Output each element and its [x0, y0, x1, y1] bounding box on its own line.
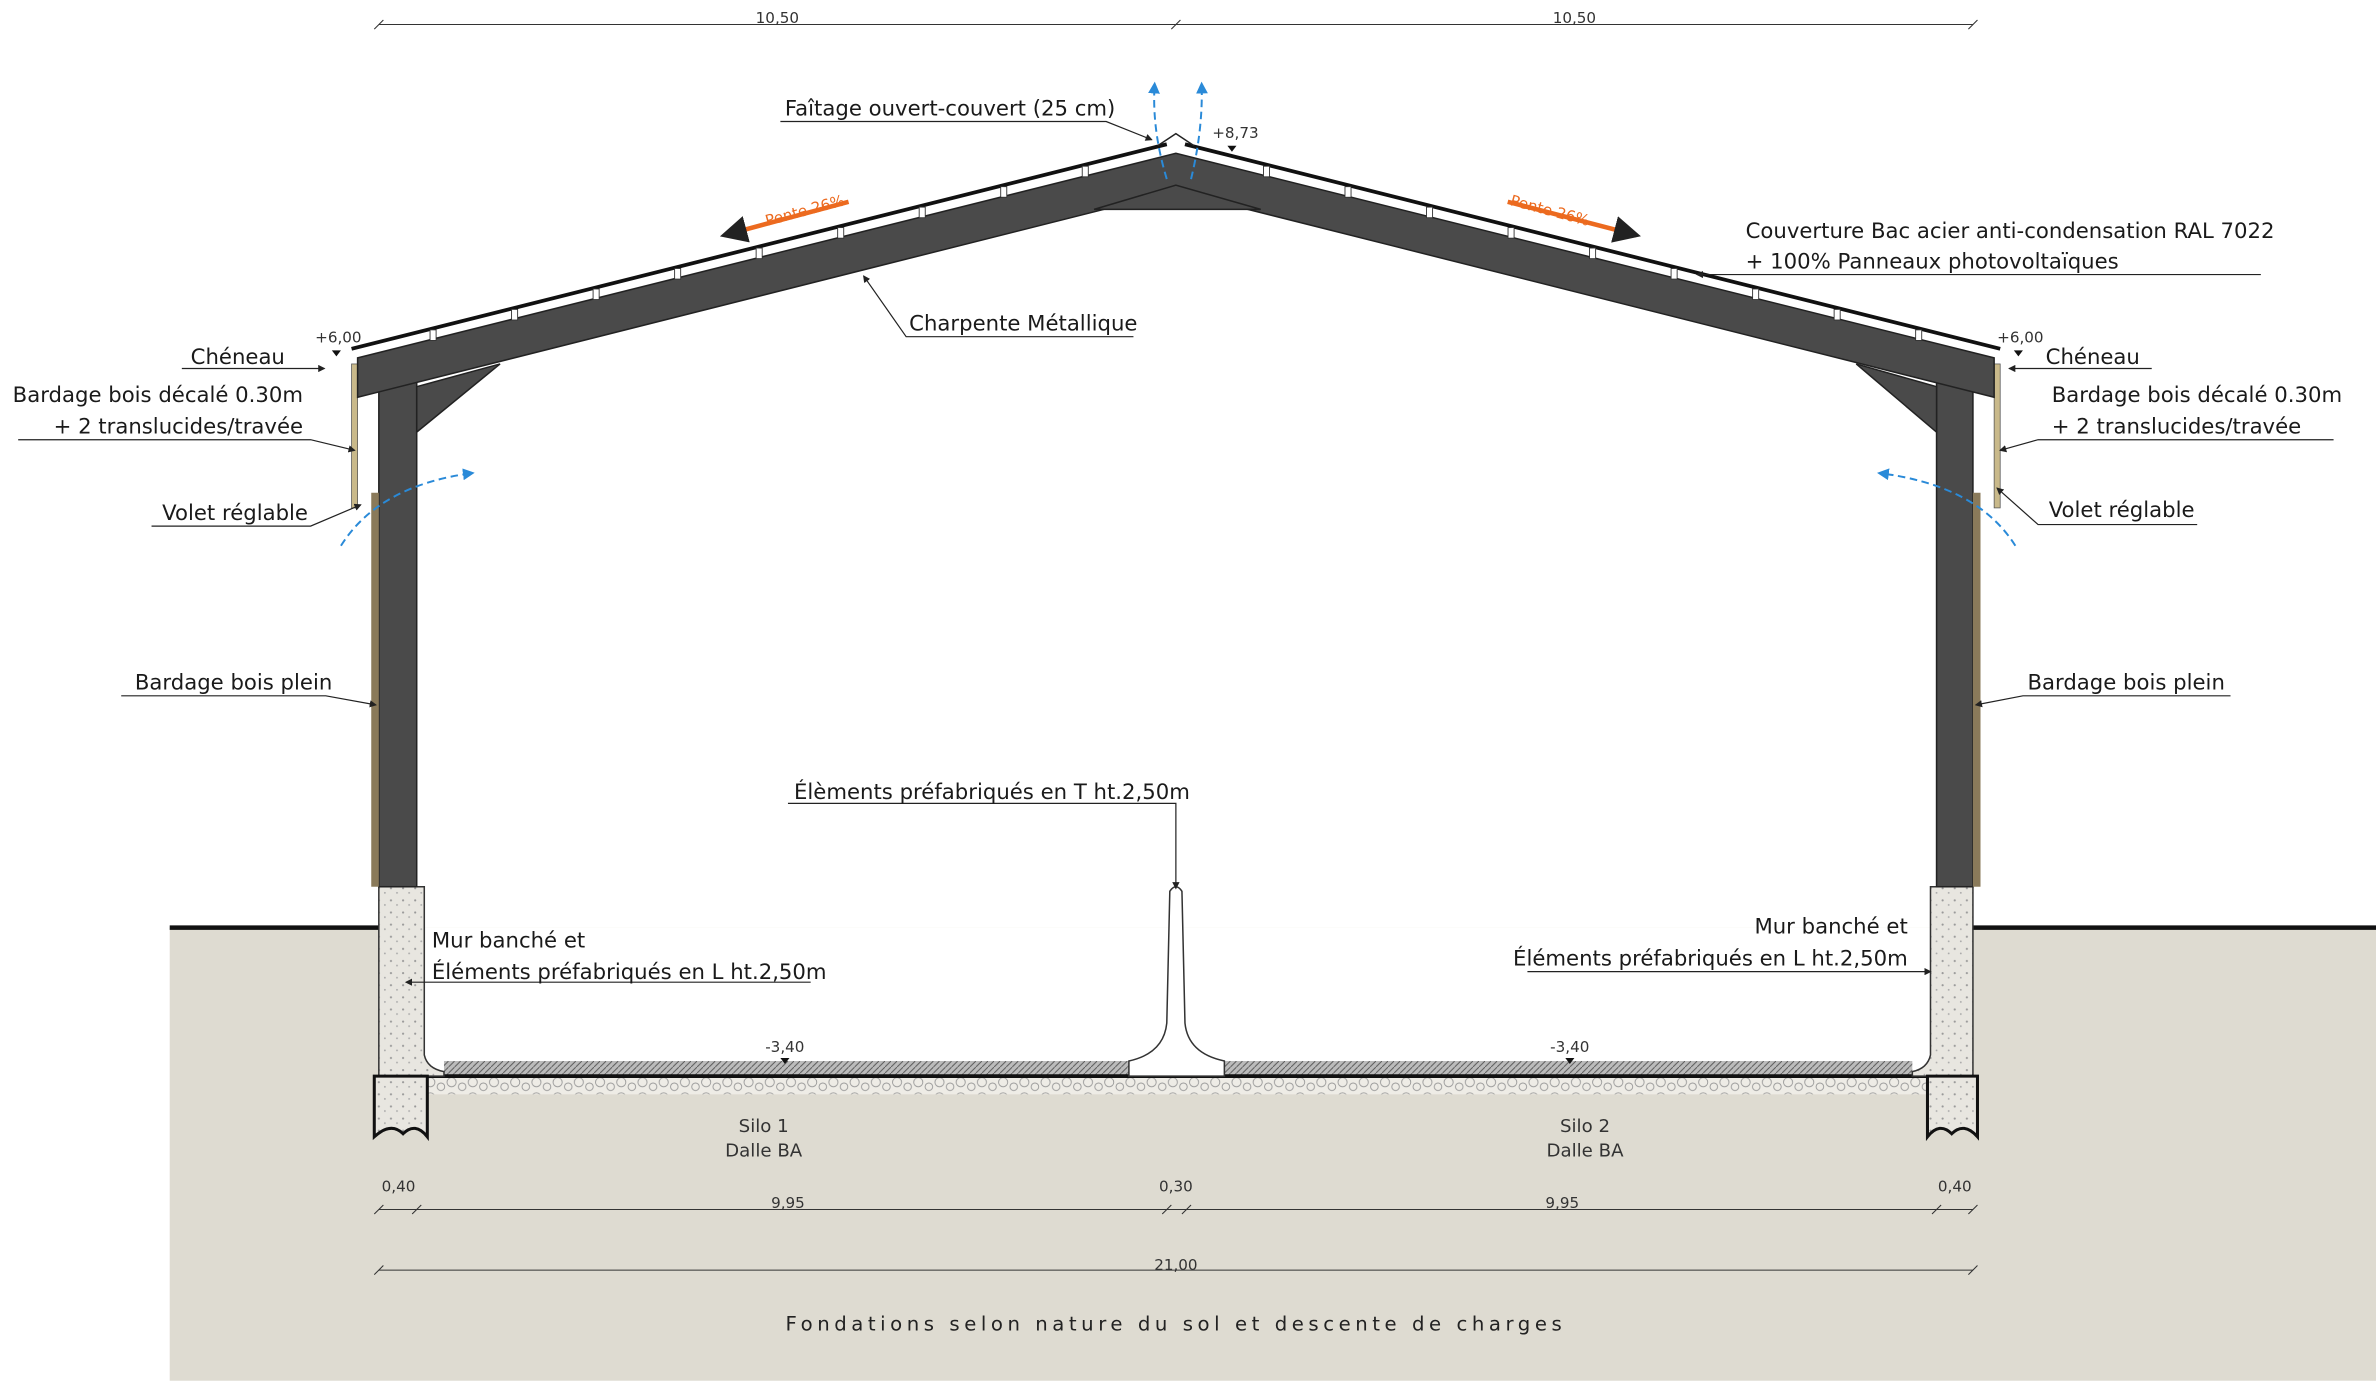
column: [378, 363, 418, 888]
wood-cladding: [371, 492, 379, 887]
label: Élèments préfabriqués en T ht.2,50m: [794, 779, 1190, 805]
label: Mur banché et: [432, 928, 585, 953]
drawing-part: [1996, 487, 2198, 526]
label: Bardage bois décalé 0.30m: [2052, 383, 2342, 408]
purlin: [1000, 186, 1008, 198]
footing: [1925, 1074, 1979, 1142]
haunch: [415, 184, 1938, 434]
dimension: 0,40: [382, 1177, 416, 1195]
purlin: [429, 329, 437, 341]
level: +6,00: [1997, 329, 2043, 347]
level: -3,40: [765, 1038, 804, 1056]
drawing-part: [373, 19, 1978, 1276]
silo-name: Silo 1: [739, 1116, 789, 1137]
dimension: 9,95: [1545, 1194, 1579, 1212]
purlin: [511, 308, 519, 321]
purlin: [1081, 165, 1089, 178]
label: Couverture Bac acier anti-condensation R…: [1746, 219, 2275, 244]
purlin: [1344, 186, 1352, 198]
dimension: 10,50: [1553, 9, 1596, 27]
purlin: [1589, 247, 1597, 260]
ridge-cap: [1157, 132, 1195, 147]
drawing-part: [787, 802, 1180, 890]
purlins: [429, 165, 1923, 341]
drawing-part: [780, 120, 1153, 141]
drawing-part: [151, 503, 362, 527]
drawing-part: [1877, 468, 2017, 547]
level: +8,73: [1212, 124, 1258, 142]
label: Bardage bois plein: [2027, 671, 2224, 696]
purlin: [1507, 227, 1515, 239]
purlin: [837, 227, 845, 239]
purlin: [1752, 288, 1760, 301]
leaders: [18, 120, 2334, 986]
label: + 2 translucides/travée: [2052, 415, 2301, 440]
wood-cladding: [1972, 492, 1981, 887]
purlin: [674, 268, 682, 280]
slope-arrow: [719, 199, 850, 243]
label: Faîtage ouvert-couvert (25 cm): [785, 96, 1115, 121]
roof-panel: [351, 142, 2001, 351]
offset-cladding: [1993, 363, 2001, 509]
dimension: 10,50: [756, 9, 799, 27]
label: Bardage bois décalé 0.30m: [13, 383, 303, 408]
label: Éléments préfabriqués en L ht.2,50m: [432, 959, 827, 985]
label: Volet réglable: [162, 501, 308, 526]
level: -3,40: [1550, 1038, 1589, 1056]
slab-finish: [443, 1060, 1129, 1077]
level: +6,00: [315, 329, 361, 347]
rafter: [356, 152, 1995, 399]
label: Mur banché et: [1754, 915, 1907, 940]
dimension: 21,00: [1154, 1256, 1197, 1274]
silo-slab: Dalle BA: [1546, 1140, 1624, 1161]
drawing-part: [1999, 439, 2334, 453]
dimension: 0,30: [1159, 1177, 1193, 1195]
silo-name: Silo 2: [1560, 1116, 1610, 1137]
label: + 100% Panneaux photovoltaïques: [1746, 249, 2119, 274]
purlin: [1833, 308, 1841, 321]
drawing-part: [1148, 81, 1168, 180]
drawing-part: [863, 275, 1134, 338]
column: [1935, 363, 1974, 888]
purlin: [1263, 165, 1270, 178]
purlin: [1426, 206, 1434, 219]
purlin: [592, 288, 600, 301]
drawing-part: [1974, 695, 2231, 708]
dimension-lines: [373, 19, 1978, 1276]
purlin: [1915, 329, 1923, 341]
slope-label: Pente 26%: [763, 191, 846, 229]
gravel-bed: [424, 1076, 1931, 1095]
offset-cladding: [351, 363, 358, 509]
airflow: [340, 81, 2017, 547]
label: Volet réglable: [2049, 498, 2195, 523]
slope-arrow: [1507, 199, 1641, 243]
purlin: [918, 206, 926, 219]
footing: [372, 1074, 429, 1142]
label: Charpente Métallique: [909, 312, 1137, 337]
footer-note: Fondations selon nature du sol et descen…: [785, 1313, 1566, 1336]
retaining-wall: [1911, 885, 1974, 1077]
silo-slab: Dalle BA: [725, 1140, 803, 1161]
drawing-part: [18, 439, 356, 453]
purlin: [755, 247, 763, 260]
label: + 2 translucides/travée: [54, 415, 303, 440]
slope-label: Pente 26%: [1508, 191, 1591, 229]
drawing-part: [121, 695, 377, 708]
label: Chéneau: [191, 345, 285, 370]
drawing-part: [340, 468, 475, 547]
dimension: 0,40: [1938, 1177, 1972, 1195]
label: Chéneau: [2046, 345, 2140, 370]
label: Éléments préfabriqués en L ht.2,50m: [1513, 946, 1908, 972]
drawing-part: [1190, 81, 1208, 180]
purlin: [1670, 268, 1678, 280]
slab-finish: [1224, 1060, 1913, 1077]
label: Bardage bois plein: [135, 671, 332, 696]
dimension: 9,95: [771, 1194, 805, 1212]
